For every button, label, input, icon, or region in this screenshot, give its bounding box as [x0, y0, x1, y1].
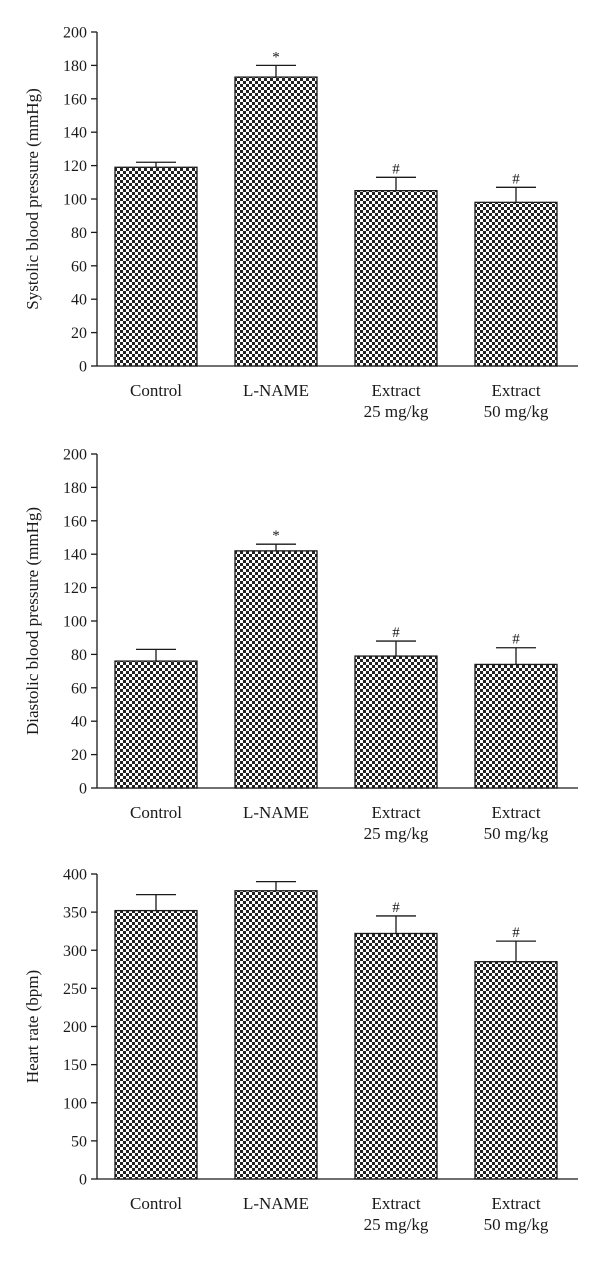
y-tick-label: 200	[63, 1019, 87, 1036]
diastolic-chart-svg: 0 20 40 60 80 100 120 140 160 180 200 Diastolic blo…	[23, 447, 578, 843]
x-tick-label: Extract	[491, 803, 540, 822]
heart-rate-chart-svg: 0 50 100 150 200 250 300 350 400 Heart rate (bpm)…	[23, 867, 578, 1234]
diastolic-chart: 0 20 40 60 80 100 120 140 160 180 200 Diastolic blo…	[0, 425, 600, 850]
y-tick-label: 80	[71, 225, 87, 242]
x-tick-label: 25 mg/kg	[364, 1215, 429, 1234]
y-tick-label: 100	[63, 1095, 87, 1112]
x-tick-label: 50 mg/kg	[484, 824, 549, 843]
y-tick-label: 250	[63, 981, 87, 998]
x-tick-label: Control	[130, 803, 182, 822]
x-tick-label: Extract	[371, 381, 420, 400]
y-tick-label: 200	[63, 447, 87, 464]
y-tick-label: 180	[63, 480, 87, 497]
x-tick-label: L-NAME	[243, 1194, 309, 1213]
bar	[234, 550, 318, 789]
systolic-chart: 0 20 40 60 80 100 120 140 160 180 200 Systolic bloo…	[0, 0, 600, 425]
y-axis-title: Diastolic blood pressure (mmHg)	[23, 507, 42, 735]
significance-marker: *	[272, 49, 280, 65]
y-tick-label: 50	[71, 1133, 87, 1150]
y-tick-label: 350	[63, 905, 87, 922]
x-tick-label: 50 mg/kg	[484, 402, 549, 421]
significance-marker: #	[512, 632, 520, 648]
bar	[234, 76, 318, 367]
bar	[114, 166, 198, 367]
y-tick-label: 80	[71, 647, 87, 664]
bar	[114, 660, 198, 789]
y-tick-label: 40	[71, 292, 87, 309]
bar	[474, 663, 558, 789]
y-tick-label: 40	[71, 714, 87, 731]
y-tick-label: 200	[63, 25, 87, 42]
y-tick-label: 140	[63, 547, 87, 564]
bar	[474, 961, 558, 1180]
bar	[354, 655, 438, 789]
y-tick-label: 0	[79, 781, 87, 798]
bar	[474, 201, 558, 367]
y-tick-label: 180	[63, 58, 87, 75]
x-tick-label: Extract	[371, 803, 420, 822]
systolic-chart-svg: 0 20 40 60 80 100 120 140 160 180 200 Systolic bloo…	[23, 25, 578, 421]
bar	[114, 909, 198, 1180]
significance-marker: #	[392, 900, 400, 916]
x-tick-label: L-NAME	[243, 381, 309, 400]
y-axis-title: Systolic blood pressure (mmHg)	[23, 88, 42, 309]
y-tick-label: 150	[63, 1057, 87, 1074]
bar	[234, 890, 318, 1180]
y-tick-label: 60	[71, 258, 87, 275]
x-tick-label: Control	[130, 381, 182, 400]
x-tick-label: L-NAME	[243, 803, 309, 822]
y-tick-label: 120	[63, 580, 87, 597]
significance-marker: #	[392, 625, 400, 641]
chart-0-plot: 0 20 40 60 80 100 120 140 160 180 200 Systolic bloo…	[23, 25, 578, 421]
significance-marker: #	[512, 925, 520, 941]
y-tick-label: 0	[79, 359, 87, 376]
y-tick-label: 100	[63, 614, 87, 631]
x-tick-label: Extract	[491, 1194, 540, 1213]
y-tick-label: 400	[63, 867, 87, 884]
y-tick-label: 100	[63, 192, 87, 209]
chart-2-plot: 0 50 100 150 200 250 300 350 400 Heart rate (bpm)…	[23, 867, 578, 1234]
x-tick-label: 25 mg/kg	[364, 824, 429, 843]
significance-marker: #	[512, 171, 520, 187]
x-tick-label: 25 mg/kg	[364, 402, 429, 421]
bar	[354, 932, 438, 1180]
y-tick-label: 60	[71, 680, 87, 697]
y-tick-label: 0	[79, 1172, 87, 1189]
y-tick-label: 160	[63, 91, 87, 108]
significance-marker: #	[392, 161, 400, 177]
y-tick-label: 300	[63, 943, 87, 960]
y-tick-label: 20	[71, 747, 87, 764]
chart-1-plot: 0 20 40 60 80 100 120 140 160 180 200 Diastolic blo…	[23, 447, 578, 843]
y-tick-label: 140	[63, 125, 87, 142]
x-tick-label: 50 mg/kg	[484, 1215, 549, 1234]
y-axis-title: Heart rate (bpm)	[23, 970, 42, 1083]
x-tick-label: Extract	[371, 1194, 420, 1213]
x-tick-label: Control	[130, 1194, 182, 1213]
y-tick-label: 120	[63, 158, 87, 175]
y-tick-label: 160	[63, 513, 87, 530]
x-tick-label: Extract	[491, 381, 540, 400]
significance-marker: *	[272, 528, 280, 544]
y-tick-label: 20	[71, 325, 87, 342]
bar	[354, 189, 438, 367]
heart-rate-chart: 0 50 100 150 200 250 300 350 400 Heart rate (bpm)…	[0, 850, 600, 1267]
